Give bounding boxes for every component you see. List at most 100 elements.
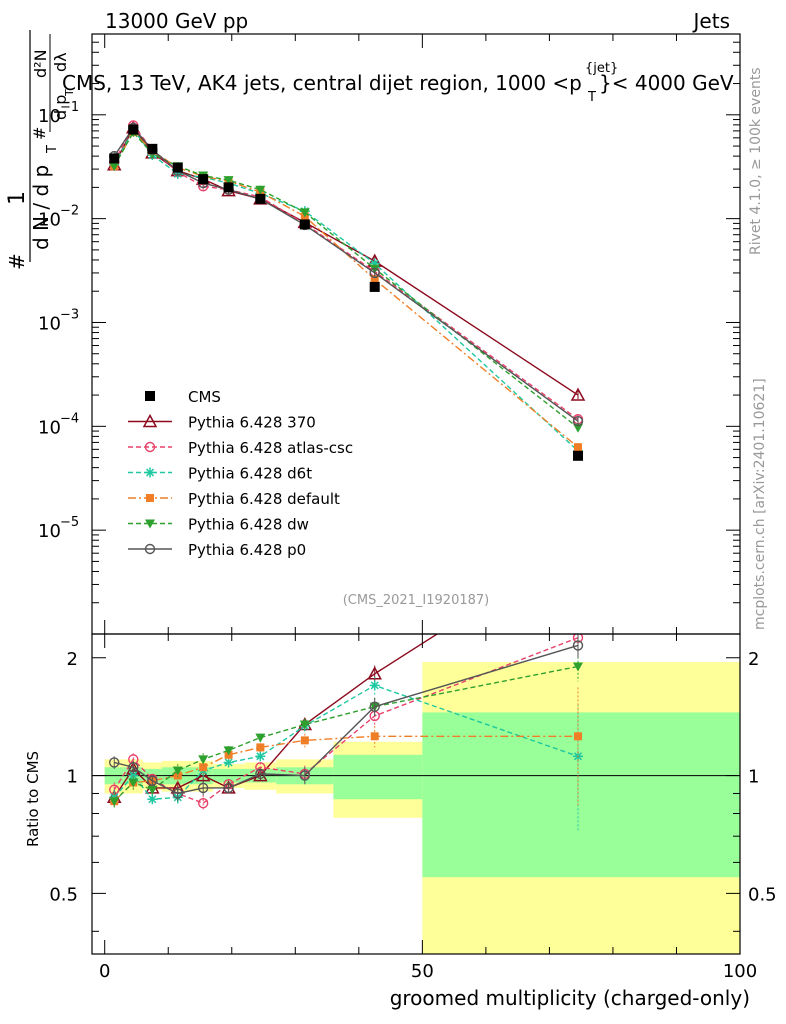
y-label-inner-bottom: d p: [51, 95, 70, 120]
series-point: [369, 267, 380, 279]
y-label-hash-2: #: [30, 127, 49, 140]
chart-title: CMS, 13 TeV, AK4 jets, central dijet reg…: [62, 61, 734, 105]
series-point: [299, 208, 310, 218]
y-label-outer-top: 1: [5, 191, 30, 205]
ratio-point: [172, 766, 183, 776]
y-axis-label: # 1 d N / d p T # d²N d p T dλ: [5, 30, 76, 270]
series-point: [223, 176, 234, 186]
chart-title-end: }< 4000 GeV: [599, 71, 734, 95]
y-tick-label: 10: [38, 521, 61, 542]
ratio-point: [256, 743, 265, 752]
y-tick-label: 10: [38, 210, 61, 231]
ratio-y-tick-label: 1: [67, 767, 78, 788]
ratio-y-tick-label-right: 1: [748, 767, 759, 788]
ratio-point: [255, 733, 266, 743]
ratio-point: [369, 680, 380, 691]
legend-marker: [144, 543, 156, 555]
series-point: [572, 416, 584, 427]
ratio-point: [198, 755, 209, 765]
ratio-y-axis-label: Ratio to CMS: [24, 751, 42, 847]
y-tick-exponent: −5: [60, 515, 79, 530]
ratio-y-tick-label: 0.5: [49, 884, 78, 905]
legend-marker: [145, 467, 155, 478]
ratio-point: [573, 662, 583, 672]
ratio-point: [173, 771, 182, 780]
ratio-point: [299, 770, 311, 781]
y-tick-label: 10: [38, 106, 61, 127]
series-line: [113, 124, 579, 420]
series-point: [570, 387, 586, 401]
x-axis-label: groomed multiplicity (charged-only): [390, 986, 750, 1010]
series-point: [255, 185, 266, 195]
legend-item-0: Pythia 6.428 370: [128, 414, 316, 432]
ratio-line: [113, 684, 579, 800]
ratio-point-stroke: [256, 752, 265, 761]
ratio-y-tick-label-right: 0.5: [748, 884, 777, 905]
y-label-inner-sub: T: [63, 89, 76, 97]
ratio-point: [109, 757, 120, 768]
ratio-point: [367, 666, 382, 680]
main-panel: [106, 120, 586, 461]
ratio-point: [197, 782, 209, 794]
data-point: [369, 281, 380, 292]
legend-marker: [145, 519, 155, 529]
ratio-point: [572, 640, 584, 651]
legend-label: Pythia 6.428 p0: [188, 541, 306, 559]
ratio-point: [369, 701, 380, 712]
y-tick-exponent: −2: [60, 204, 79, 219]
x-tick-label: 0: [99, 961, 110, 982]
ratio-y-tick-label-right: 2: [748, 649, 759, 670]
series-line: [113, 131, 579, 448]
ratio-line: [113, 735, 578, 802]
y-label-outer-sub: T: [45, 145, 60, 154]
ratio-point-stroke: [148, 795, 157, 804]
ratio-point: [109, 797, 120, 807]
stat-uncertainty-band: [333, 754, 423, 800]
legend-marker-stroke: [145, 468, 155, 477]
mcplots-source-label: mcplots.cern.ch [arXiv:2401.10621]: [752, 378, 768, 630]
data-point: [147, 143, 158, 154]
legend-marker: [145, 391, 155, 401]
ratio-point: [574, 732, 582, 741]
chart-title-main: CMS, 13 TeV, AK4 jets, central dijet reg…: [62, 71, 582, 95]
ratio-point: [199, 763, 208, 772]
legend-label: Pythia 6.428 d6t: [188, 465, 312, 483]
ratio-point: [197, 797, 209, 809]
header-right: Jets: [692, 9, 730, 33]
series-line: [113, 128, 579, 452]
series-point: [573, 423, 583, 433]
data-point: [255, 193, 266, 204]
y-tick-label: 10: [38, 313, 61, 334]
header-left: 13000 GeV pp: [105, 9, 248, 33]
data-point: [573, 450, 583, 461]
ratio-point: [147, 794, 158, 805]
legend-item-3: Pythia 6.428 default: [128, 490, 340, 508]
legend-label: Pythia 6.428 default: [188, 490, 340, 508]
series-line: [113, 130, 579, 429]
series-line: [113, 126, 579, 396]
ratio-point: [128, 762, 139, 773]
series-line: [113, 126, 579, 422]
y-label-hash-1: #: [5, 253, 29, 270]
series-point: [370, 275, 379, 284]
data-point: [223, 182, 234, 193]
ratio-panel: [92, 634, 740, 954]
ratio-y-tick-label: 2: [67, 649, 78, 670]
ratio-line: [113, 634, 439, 798]
ratio-point: [172, 788, 183, 799]
data-point: [128, 124, 139, 135]
ratio-point: [299, 720, 310, 730]
ratio-point: [223, 746, 234, 756]
y-label-inner-top: d²N: [31, 49, 50, 78]
legend-label: Pythia 6.428 370: [188, 414, 316, 432]
ratio-frame: [91, 633, 741, 955]
x-tick-label: 50: [411, 961, 434, 982]
series-5-ratio: [109, 634, 584, 802]
chart-title-sub: T: [587, 90, 596, 105]
ratio-point: [223, 782, 234, 794]
y-tick-exponent: −4: [60, 411, 79, 426]
chart-title-sup: {jet}: [585, 61, 618, 76]
ratio-line: [113, 665, 579, 802]
